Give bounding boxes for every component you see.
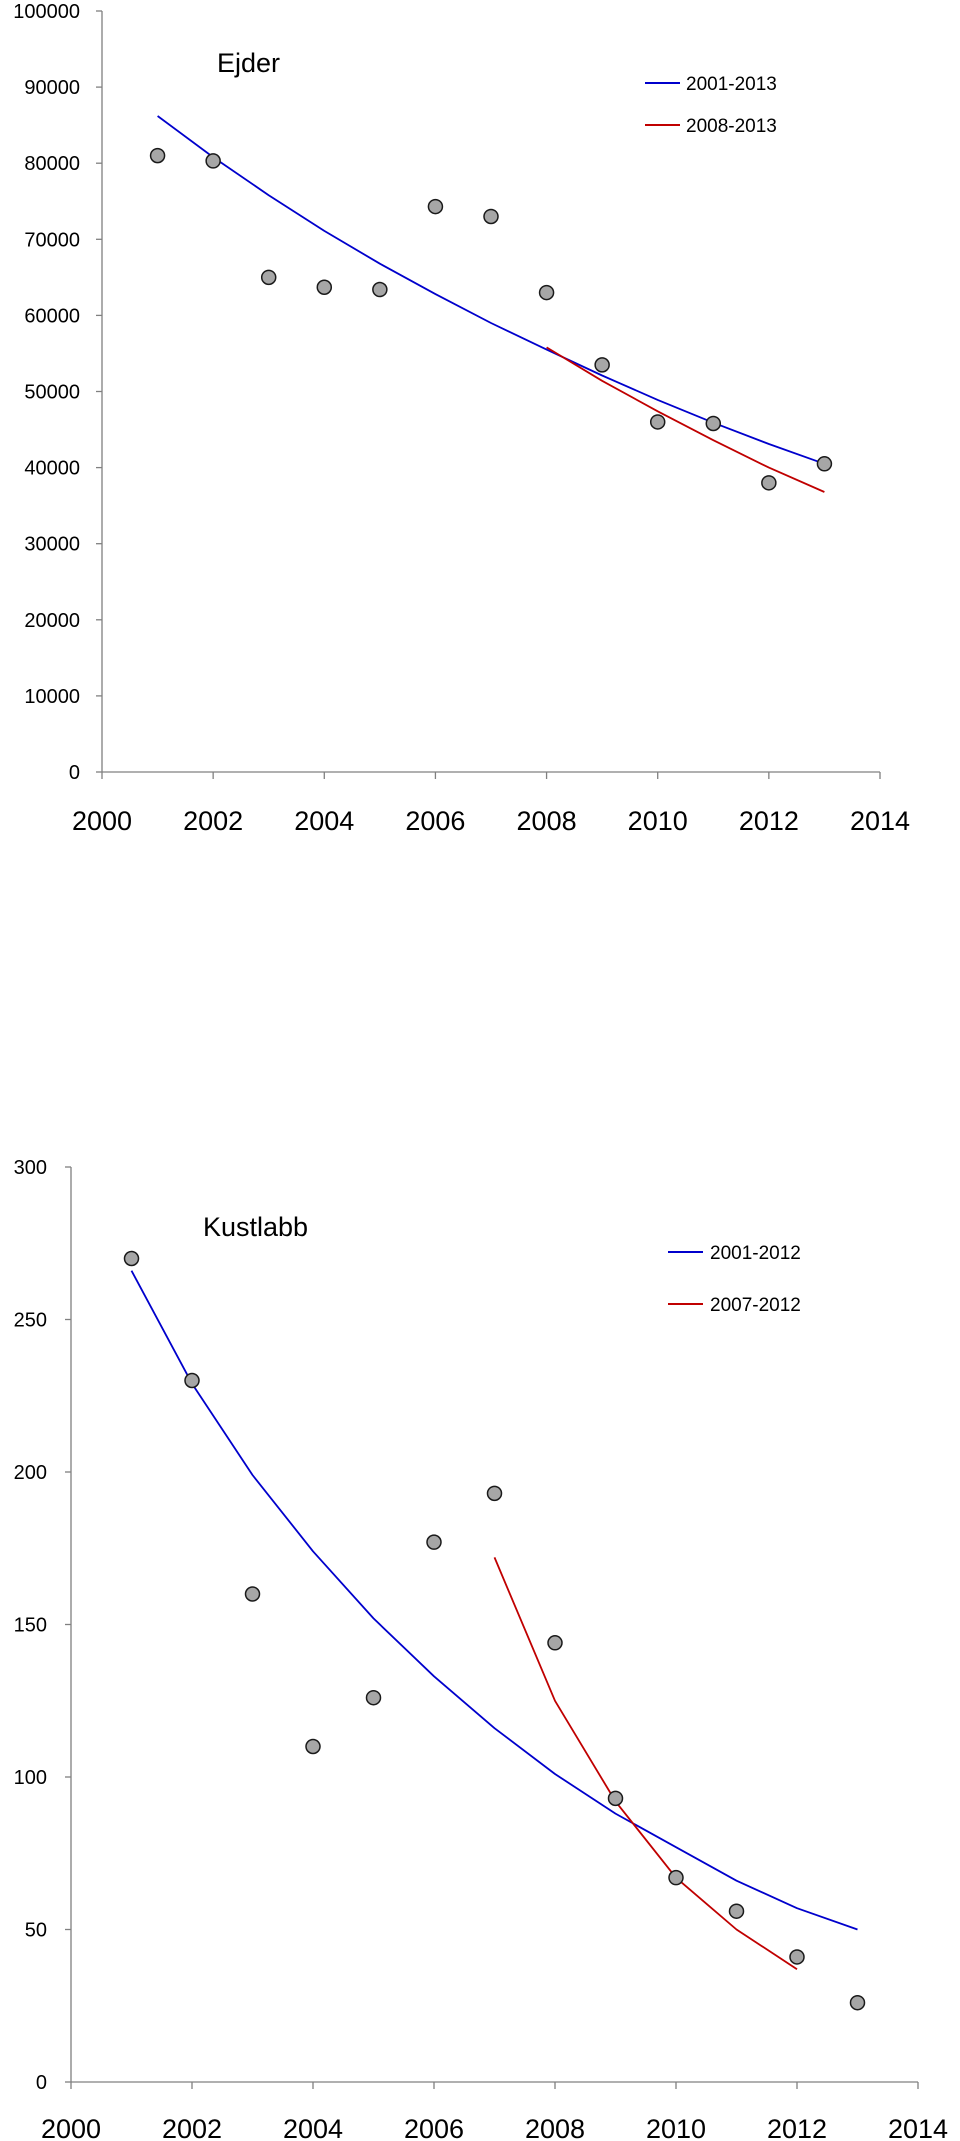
data-point: [761, 475, 777, 491]
y-tick-label: 100: [14, 1767, 47, 1789]
data-point: [816, 456, 833, 472]
x-tick-label: 2000: [41, 2114, 101, 2141]
data-point: [607, 1790, 624, 1807]
data-point: [649, 414, 666, 430]
chart-title: Ejder: [217, 48, 280, 78]
x-tick-label: 2006: [405, 806, 465, 836]
x-tick-label: 2012: [739, 806, 799, 836]
y-tick-label: 40000: [24, 458, 80, 480]
series-line-2008-2013: [546, 346, 825, 493]
data-point: [486, 1485, 503, 1502]
data-point: [728, 1903, 745, 1919]
data-point: [483, 208, 499, 225]
series-line-2001-2013: [157, 115, 825, 465]
data-point: [316, 279, 333, 295]
x-tick-label: 2006: [404, 2114, 464, 2141]
y-tick-label: 90000: [24, 77, 80, 99]
data-point: [547, 1635, 563, 1651]
data-point: [668, 1869, 684, 1886]
data-point: [427, 198, 444, 215]
legend-label: 2001-2013: [686, 74, 777, 95]
y-tick-label: 150: [14, 1615, 47, 1637]
data-point: [849, 1994, 866, 2011]
y-tick-label: 70000: [24, 229, 80, 251]
series-line-2007-2012: [493, 1557, 798, 1970]
y-tick-label: 50: [25, 1920, 47, 1942]
legend: 2001-2013 2008-2013: [645, 74, 777, 137]
legend: 2001-2012 2007-2012: [668, 1243, 801, 1316]
series-line-2001-2012: [130, 1270, 858, 1931]
y-tick-label: 200: [14, 1462, 47, 1484]
chart-1: 0 10000 20000 30000 40000 50000 60000 70000 8000…: [13, 1, 910, 836]
data-point: [789, 1949, 805, 1965]
legend-label: 2008-2013: [686, 116, 777, 137]
data-point: [705, 415, 722, 432]
data-point: [184, 1372, 200, 1389]
data-point: [538, 284, 555, 301]
data-point: [305, 1738, 321, 1755]
x-tick-label: 2002: [183, 806, 243, 836]
y-tick-label: 10000: [24, 686, 80, 708]
y-tick-label: 300: [14, 1157, 47, 1179]
legend-label: 2001-2012: [710, 1243, 801, 1264]
x-tick-label: 2004: [294, 806, 354, 836]
y-tick-label: 250: [14, 1310, 47, 1332]
y-tick-label: 0: [69, 762, 80, 784]
x-tick-label: 2008: [517, 806, 577, 836]
y-tick-label: 20000: [24, 610, 80, 632]
x-tick-label: 2010: [628, 806, 688, 836]
x-tick-label: 2000: [72, 806, 132, 836]
data-point: [123, 1250, 140, 1267]
y-tick-label: 100000: [13, 1, 80, 23]
x-tick-label: 2014: [850, 806, 910, 836]
data-point: [260, 269, 277, 286]
data-point: [426, 1534, 442, 1550]
x-tick-label: 2002: [162, 2114, 222, 2141]
chart-2: 0 50 100 150 200 250 300 2000 2002 2004 2006 2008 20…: [14, 1157, 948, 2141]
data-point: [365, 1689, 382, 1706]
y-tick-label: 80000: [24, 153, 80, 175]
legend-label: 2007-2012: [710, 1295, 801, 1316]
y-tick-label: 60000: [24, 305, 80, 327]
x-tick-label: 2012: [767, 2114, 827, 2141]
y-tick-label: 50000: [24, 382, 80, 404]
x-tick-label: 2014: [888, 2114, 948, 2141]
data-point: [149, 147, 166, 164]
y-tick-label: 30000: [24, 534, 80, 556]
data-point: [594, 357, 610, 373]
data-point: [205, 153, 221, 169]
data-point: [372, 281, 388, 298]
chart-title: Kustlabb: [203, 1212, 308, 1242]
x-tick-label: 2008: [525, 2114, 585, 2141]
data-point: [244, 1586, 261, 1602]
x-tick-label: 2004: [283, 2114, 343, 2141]
x-tick-label: 2010: [646, 2114, 706, 2141]
y-tick-label: 0: [36, 2072, 47, 2094]
